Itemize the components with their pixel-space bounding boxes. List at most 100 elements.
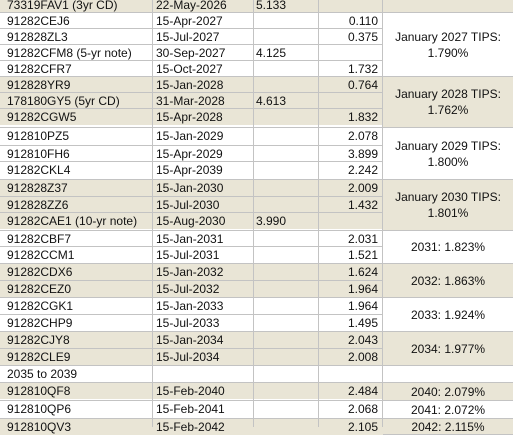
table-row[interactable]: 912828YR9 15-Jan-2028 0.764 (0, 77, 383, 93)
maturity-date-cell[interactable]: 15-Apr-2028 (156, 110, 223, 124)
maturity-date-cell[interactable]: 15-Jul-2030 (156, 198, 220, 212)
real-yield-cell[interactable]: 2.031 (347, 232, 378, 246)
yield-cell[interactable] (256, 162, 319, 178)
cusip-cell[interactable]: 912810QF8 (7, 384, 71, 398)
real-yield-cell[interactable]: 2.078 (347, 129, 378, 143)
real-yield-cell[interactable]: 1.495 (347, 316, 378, 330)
yield-cell[interactable] (256, 332, 319, 348)
maturity-date-cell[interactable]: 15-Jul-2032 (156, 282, 220, 296)
tips-note-2040[interactable]: 2040: 2.079% (383, 383, 513, 401)
table-row[interactable]: 91282CFR7 15-Oct-2027 1.732 (0, 61, 383, 77)
maturity-date-cell[interactable]: 15-Jan-2032 (156, 265, 224, 279)
table-row[interactable]: 912810QV3 15-Feb-2042 2.105 (0, 419, 383, 435)
yield-cell[interactable] (256, 247, 319, 263)
cusip-cell[interactable]: 91282CFM8 (5-yr note) (7, 46, 132, 60)
real-yield-cell[interactable] (320, 45, 378, 61)
yield-cell[interactable] (256, 146, 319, 162)
cusip-cell[interactable]: 91282CBF7 (7, 232, 72, 246)
real-yield-cell[interactable]: 2.242 (347, 163, 378, 177)
real-yield-cell[interactable]: 0.110 (348, 14, 378, 28)
yield-cell[interactable] (256, 180, 319, 196)
table-row[interactable]: 91282CLE9 15-Jul-2034 2.008 (0, 349, 383, 365)
tips-note-2032[interactable]: 2032: 1.863% (383, 264, 513, 298)
table-row[interactable]: 91282CBF7 15-Jan-2031 2.031 (0, 231, 383, 247)
cusip-cell[interactable]: 91282CEJ6 (7, 14, 70, 28)
table-row[interactable]: 91282CGK1 15-Jan-2033 1.964 (0, 298, 383, 314)
maturity-date-cell[interactable]: 15-Oct-2027 (156, 62, 223, 76)
yield-cell[interactable] (256, 419, 319, 435)
yield-cell[interactable] (256, 77, 319, 93)
table-row[interactable]: 91282CGW5 15-Apr-2028 1.832 (0, 109, 383, 125)
real-yield-cell[interactable]: 1.432 (347, 198, 378, 212)
tips-note-2033[interactable]: 2033: 1.924% (383, 298, 513, 332)
table-row[interactable]: 912810QP6 15-Feb-2041 2.068 (0, 401, 383, 417)
maturity-date-cell[interactable]: 22-May-2026 (156, 0, 227, 12)
maturity-date-cell[interactable]: 15-Jan-2030 (156, 181, 224, 195)
table-row[interactable]: 91282CEZ0 15-Jul-2032 1.964 (0, 281, 383, 297)
real-yield-cell[interactable]: 2.009 (347, 181, 378, 195)
maturity-date-cell[interactable]: 15-Feb-2042 (156, 420, 225, 434)
table-row[interactable]: 91282CDX6 15-Jan-2032 1.624 (0, 264, 383, 280)
note-cell-blank-top[interactable] (383, 0, 513, 13)
maturity-date-cell[interactable]: 15-Aug-2030 (156, 214, 226, 228)
yield-cell[interactable] (256, 231, 319, 247)
maturity-date-cell[interactable]: 15-Jul-2034 (156, 350, 220, 364)
table-row[interactable]: 912828ZL3 15-Jul-2027 0.375 (0, 29, 383, 45)
cusip-cell[interactable]: 91282CFR7 (7, 62, 72, 76)
cusip-cell[interactable]: 91282CJY8 (7, 333, 70, 347)
yield-cell[interactable] (256, 298, 319, 314)
section-row[interactable]: 2035 to 2039 (0, 366, 383, 382)
maturity-date-cell[interactable]: 15-Jan-2031 (156, 232, 224, 246)
tips-note-2041[interactable]: 2041: 2.072% (383, 401, 513, 419)
real-yield-cell[interactable]: 1.521 (347, 248, 378, 262)
cusip-cell[interactable]: 73319FAV1 (3yr CD) (7, 0, 118, 12)
real-yield-cell[interactable] (320, 366, 378, 382)
cusip-cell[interactable]: 91282CAE1 (10-yr note) (7, 214, 138, 228)
maturity-date-cell[interactable]: 15-Feb-2040 (156, 384, 225, 398)
yield-cell[interactable] (256, 281, 319, 297)
yield-cell[interactable] (256, 197, 319, 213)
maturity-date-cell[interactable]: 15-Jul-2027 (156, 30, 220, 44)
table-row[interactable]: 91282CJY8 15-Jan-2034 2.043 (0, 332, 383, 348)
yield-cell[interactable]: 4.125 (256, 46, 287, 60)
real-yield-cell[interactable]: 1.732 (347, 62, 378, 76)
yield-cell[interactable] (256, 401, 319, 417)
yield-cell[interactable] (256, 29, 319, 45)
table-row[interactable]: 912810FH6 15-Apr-2029 3.899 (0, 146, 383, 162)
maturity-date-cell[interactable]: 15-Jul-2033 (156, 316, 220, 330)
yield-cell[interactable]: 5.133 (256, 0, 287, 12)
real-yield-cell[interactable]: 1.964 (347, 299, 378, 313)
yield-cell[interactable] (256, 349, 319, 365)
tips-note-2029[interactable]: January 2029 TIPS: 1.800% (383, 128, 513, 180)
cusip-cell[interactable]: 178180GY5 (5yr CD) (7, 94, 120, 108)
maturity-date-cell[interactable]: 30-Sep-2027 (156, 46, 226, 60)
maturity-date-cell[interactable]: 31-Mar-2028 (156, 94, 225, 108)
cusip-cell[interactable]: 912810QP6 (7, 402, 72, 416)
yield-cell[interactable] (256, 315, 319, 331)
table-row[interactable]: 91282CCM1 15-Jul-2031 1.521 (0, 247, 383, 263)
cusip-cell[interactable]: 912828YR9 (7, 78, 71, 92)
cusip-cell[interactable]: 912828ZZ6 (7, 198, 69, 212)
yield-cell[interactable]: 3.990 (256, 214, 287, 228)
cusip-cell[interactable]: 912810PZ5 (7, 129, 70, 143)
tips-note-2028[interactable]: January 2028 TIPS: 1.762% (383, 77, 513, 128)
tips-note-2042[interactable]: 2042: 2.115% (383, 419, 513, 435)
yield-cell[interactable] (256, 383, 319, 399)
maturity-date-cell[interactable]: 15-Jul-2031 (156, 248, 220, 262)
maturity-date-cell[interactable]: 15-Jan-2034 (156, 333, 224, 347)
note-cell-blank[interactable] (383, 366, 513, 383)
cusip-cell[interactable]: 91282CKL4 (7, 163, 71, 177)
maturity-date-cell[interactable]: 15-Jan-2029 (156, 129, 224, 143)
yield-cell[interactable] (256, 366, 319, 382)
maturity-date-cell[interactable]: 15-Apr-2027 (156, 14, 223, 28)
cusip-cell[interactable]: 91282CCM1 (7, 248, 75, 262)
real-yield-cell[interactable]: 3.899 (347, 147, 378, 161)
maturity-date-cell[interactable]: 15-Jan-2028 (156, 78, 224, 92)
real-yield-cell[interactable]: 2.008 (347, 350, 378, 364)
real-yield-cell[interactable]: 2.484 (347, 384, 378, 398)
cusip-cell[interactable]: 912828ZL3 (7, 30, 68, 44)
yield-cell[interactable] (256, 109, 319, 125)
maturity-date-cell[interactable]: 15-Jan-2033 (156, 299, 224, 313)
real-yield-cell[interactable]: 2.105 (347, 420, 378, 434)
yield-cell[interactable] (256, 264, 319, 280)
